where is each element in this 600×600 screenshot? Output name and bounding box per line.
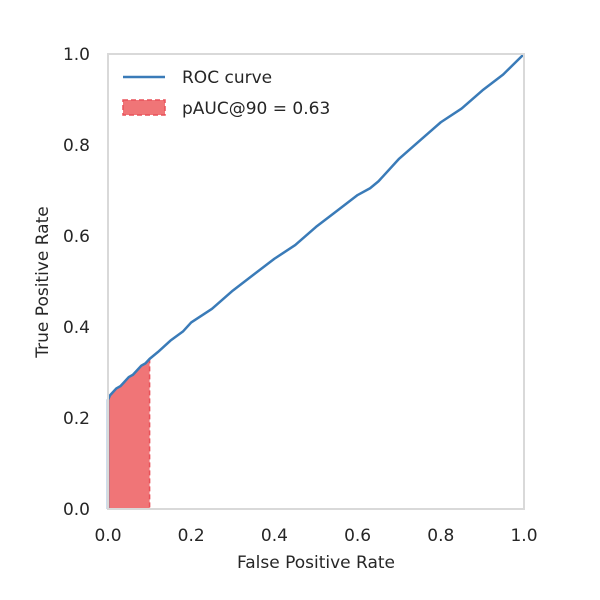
legend: ROC curve pAUC@90 = 0.63	[122, 68, 330, 119]
axes-frame	[107, 53, 525, 510]
x-tick-label: 1.0	[510, 526, 537, 546]
x-tick-label: 0.6	[344, 526, 371, 546]
x-tick-label: 0.0	[94, 526, 121, 546]
y-tick-label: 0.2	[63, 409, 90, 429]
tick-labels: 0.0 0.2 0.4 0.6 0.8 1.0 0.0 0.2 0.4 0.6 0.8 1.0	[63, 45, 538, 546]
plot-border	[107, 53, 525, 510]
legend-pauc-swatch	[122, 99, 166, 116]
plot-area	[106, 53, 525, 510]
x-axis-label: False Positive Rate	[237, 553, 395, 573]
x-tick-label: 0.2	[178, 526, 205, 546]
y-tick-label: 0.8	[63, 136, 90, 156]
x-tick-label: 0.8	[427, 526, 454, 546]
legend-pauc-label: pAUC@90 = 0.63	[182, 99, 330, 119]
y-tick-label: 1.0	[63, 45, 90, 65]
roc-curve-line	[106, 53, 525, 509]
y-tick-label: 0.6	[63, 227, 90, 247]
pauc-shaded-region	[107, 356, 151, 510]
y-tick-label: 0.0	[63, 500, 90, 520]
legend-roc-label: ROC curve	[182, 68, 272, 88]
y-axis-label: True Positive Rate	[33, 206, 53, 358]
x-tick-label: 0.4	[261, 526, 288, 546]
y-tick-label: 0.4	[63, 318, 90, 338]
